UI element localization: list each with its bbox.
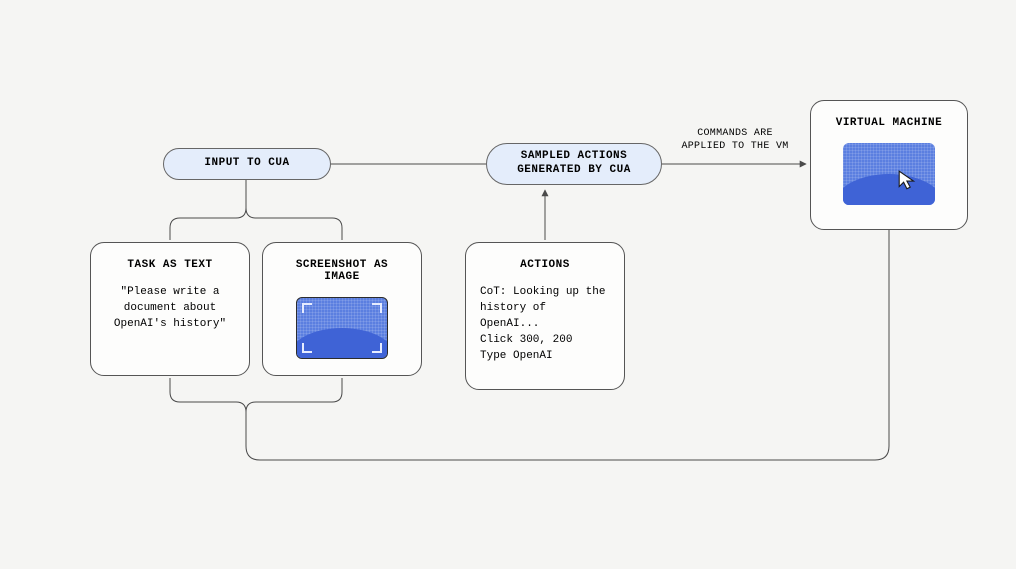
cursor-icon [897, 169, 919, 191]
commands-edge-label: COMMANDS ARE APPLIED TO THE VM [670, 128, 800, 153]
input-pill-label: INPUT TO CUA [194, 157, 299, 171]
screenshot-thumbnail-icon [296, 297, 388, 359]
input-pill: INPUT TO CUA [163, 148, 331, 180]
vm-card-title: VIRTUAL MACHINE [825, 117, 953, 129]
vm-card: VIRTUAL MACHINE [810, 100, 968, 230]
screenshot-card-title: SCREENSHOT AS IMAGE [277, 259, 407, 283]
diagram-canvas: INPUT TO CUA SAMPLED ACTIONS GENERATED B… [0, 0, 1016, 569]
task-card-body: "Please write a document about OpenAI's … [105, 285, 235, 333]
screenshot-card: SCREENSHOT AS IMAGE [262, 242, 422, 376]
vm-thumbnail-icon [843, 143, 935, 205]
task-card: TASK AS TEXT "Please write a document ab… [90, 242, 250, 376]
task-card-title: TASK AS TEXT [105, 259, 235, 271]
sampled-actions-pill-label: SAMPLED ACTIONS GENERATED BY CUA [507, 150, 641, 178]
actions-card-title: ACTIONS [480, 259, 610, 271]
actions-card: ACTIONS CoT: Looking up the history of O… [465, 242, 625, 390]
actions-card-body: CoT: Looking up the history of OpenAI...… [480, 285, 610, 365]
sampled-actions-pill: SAMPLED ACTIONS GENERATED BY CUA [486, 143, 662, 185]
